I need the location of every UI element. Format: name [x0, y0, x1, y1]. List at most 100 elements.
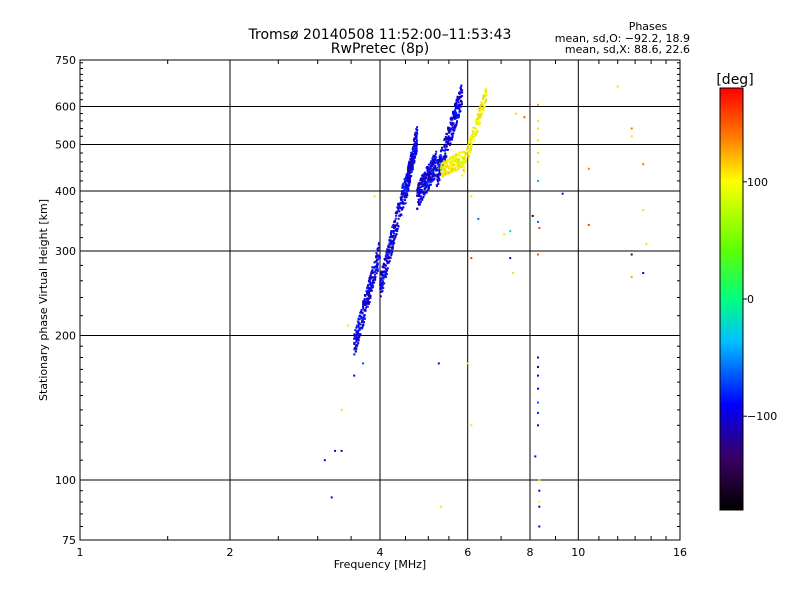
data-point [362, 307, 365, 310]
data-point [441, 157, 444, 160]
data-point [462, 163, 465, 166]
data-point [419, 197, 422, 200]
data-point [467, 144, 469, 147]
data-point [382, 282, 385, 285]
data-point [432, 154, 435, 157]
data-point [471, 135, 474, 138]
data-point [367, 286, 370, 289]
data-point [461, 89, 464, 92]
data-point [379, 288, 382, 291]
data-point [432, 175, 435, 178]
data-point [385, 250, 388, 253]
data-point [446, 142, 449, 145]
data-point [456, 162, 459, 165]
data-point [630, 127, 633, 130]
data-point [449, 117, 452, 120]
data-point [374, 269, 377, 272]
data-point [537, 424, 539, 427]
data-point [374, 265, 377, 268]
data-point [385, 264, 388, 267]
data-point [416, 190, 419, 193]
data-point [411, 153, 414, 156]
data-point [404, 176, 407, 179]
data-point [448, 164, 451, 167]
data-point [453, 163, 456, 166]
data-point [387, 253, 390, 256]
data-point [426, 183, 429, 186]
data-point [423, 191, 426, 194]
data-point [425, 183, 428, 186]
data-point [630, 135, 633, 138]
data-point [414, 141, 417, 144]
data-point [411, 154, 414, 157]
data-point [475, 117, 478, 120]
data-point [454, 117, 457, 120]
data-point [537, 119, 539, 122]
data-point [442, 157, 445, 160]
data-point [451, 112, 454, 115]
data-point [438, 179, 441, 182]
data-point [387, 244, 390, 247]
data-point [470, 135, 473, 138]
data-point [376, 253, 379, 256]
data-point [440, 160, 442, 163]
data-point [537, 356, 539, 359]
data-point [368, 301, 371, 303]
data-point [364, 309, 367, 312]
data-point [461, 103, 463, 106]
data-point [372, 281, 374, 284]
data-point [381, 282, 383, 285]
data-point [413, 137, 416, 140]
data-point [452, 158, 455, 161]
data-point [378, 242, 381, 245]
data-point [390, 230, 393, 233]
data-point [431, 162, 434, 165]
data-point [401, 185, 404, 188]
data-point [447, 129, 450, 132]
plot-frame [79, 59, 681, 541]
data-point [366, 286, 369, 289]
data-point [358, 327, 361, 330]
data-point [442, 167, 445, 170]
data-point [433, 177, 436, 180]
data-point [457, 152, 460, 155]
data-point [415, 152, 418, 154]
data-point [386, 252, 389, 255]
data-point [402, 193, 405, 196]
data-point [362, 318, 365, 320]
data-point [453, 113, 456, 116]
data-point [484, 90, 487, 93]
data-point [447, 167, 450, 170]
data-point [376, 266, 379, 268]
data-point [363, 315, 366, 318]
data-point [460, 105, 463, 108]
data-point [449, 137, 451, 140]
data-point [358, 336, 360, 339]
data-point [382, 266, 385, 269]
data-point [455, 113, 458, 116]
data-point [442, 174, 445, 177]
data-point [393, 224, 396, 227]
data-point [353, 343, 356, 346]
data-point [468, 141, 471, 144]
data-point [429, 178, 432, 181]
data-point [425, 185, 427, 188]
data-point [441, 165, 444, 168]
data-point [458, 114, 460, 117]
data-point [485, 98, 487, 101]
chart-subtitle: RwPretec (8p) [331, 41, 429, 57]
data-point [407, 169, 409, 172]
data-point [382, 287, 385, 289]
data-point [396, 206, 399, 209]
data-point [411, 168, 414, 171]
data-point [439, 169, 442, 171]
data-point [460, 164, 463, 167]
data-point [445, 139, 448, 142]
data-point [537, 103, 539, 106]
data-point [392, 225, 395, 228]
data-point [386, 262, 389, 265]
data-point [386, 260, 389, 263]
x-tick-label: 6 [464, 546, 471, 559]
data-point [367, 299, 369, 302]
data-point [371, 266, 374, 269]
